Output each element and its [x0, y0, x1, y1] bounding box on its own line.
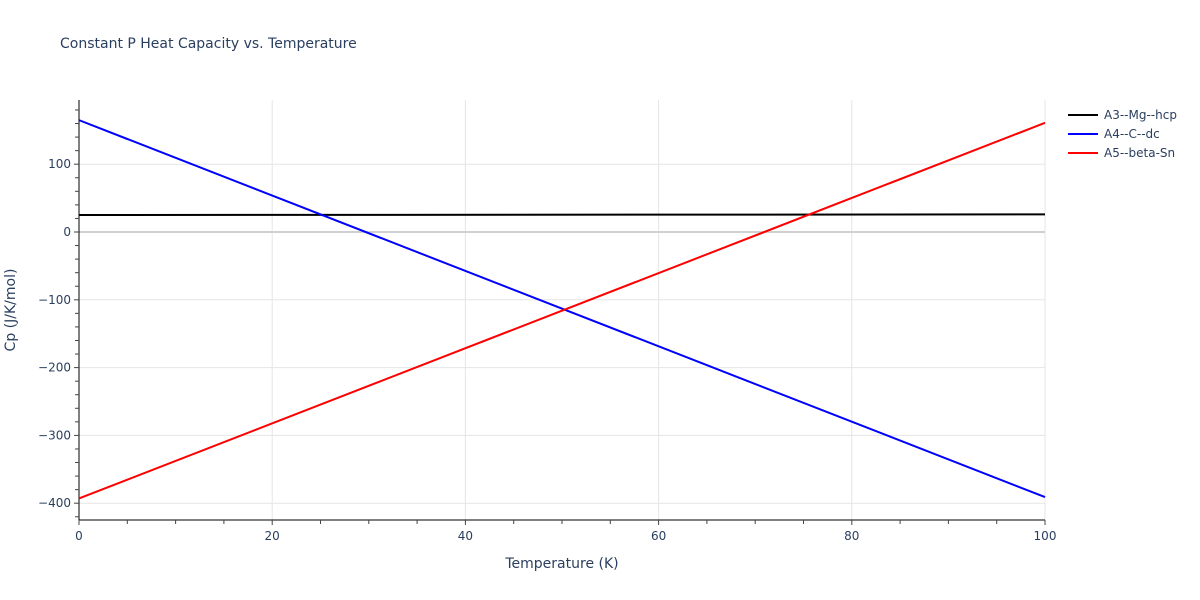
x-axis-label: Temperature (K)	[504, 556, 618, 572]
svg-text:−400: −400	[38, 496, 71, 510]
svg-text:80: 80	[844, 529, 859, 543]
svg-text:20: 20	[265, 529, 280, 543]
legend-item-mg-hcp[interactable]: A3--Mg--hcp	[1068, 105, 1177, 124]
svg-text:−300: −300	[38, 428, 71, 442]
svg-text:40: 40	[458, 529, 473, 543]
legend-label: A3--Mg--hcp	[1104, 107, 1177, 122]
data-lines	[78, 119, 1046, 500]
chart-title: Constant P Heat Capacity vs. Temperature	[60, 36, 357, 52]
y-axis-label: Cp (J/K/mol)	[3, 269, 19, 352]
line-swatch-icon	[1068, 151, 1098, 154]
svg-text:60: 60	[651, 529, 666, 543]
legend: A3--Mg--hcp A4--C--dc A5--beta-Sn	[1068, 105, 1177, 162]
gridlines	[79, 100, 1046, 520]
line-swatch-icon	[1068, 132, 1098, 135]
legend-label: A5--beta-Sn	[1104, 145, 1176, 160]
svg-text:−100: −100	[38, 293, 71, 307]
svg-text:−200: −200	[38, 361, 71, 375]
line-swatch-icon	[1068, 113, 1098, 116]
axes: 0 20 40 60 80 100 −400 −300 −200 −100 0 100	[38, 100, 1056, 543]
legend-item-beta-sn[interactable]: A5--beta-Sn	[1068, 143, 1177, 162]
legend-label: A4--C--dc	[1104, 126, 1160, 141]
svg-text:0: 0	[75, 529, 83, 543]
svg-text:100: 100	[48, 157, 71, 171]
svg-text:100: 100	[1034, 529, 1057, 543]
svg-text:0: 0	[63, 225, 71, 239]
legend-item-c-dc[interactable]: A4--C--dc	[1068, 124, 1177, 143]
